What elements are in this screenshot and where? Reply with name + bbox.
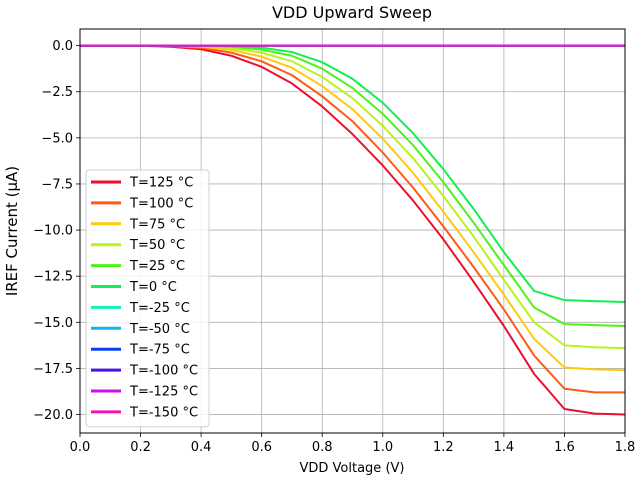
legend-label: T=-50 °C xyxy=(129,322,190,337)
x-tick-label: 1.4 xyxy=(494,440,515,455)
y-tick-label: −7.5 xyxy=(41,177,73,192)
y-tick-label: −12.5 xyxy=(33,270,73,285)
x-tick-label: 1.0 xyxy=(372,440,393,455)
legend-label: T=-25 °C xyxy=(129,301,190,316)
y-tick-label: −15.0 xyxy=(33,316,73,331)
legend-label: T=0 °C xyxy=(129,280,177,295)
x-axis-label: VDD Voltage (V) xyxy=(300,461,405,476)
legend-label: T=-150 °C xyxy=(129,405,198,420)
legend-label: T=-75 °C xyxy=(129,343,190,358)
y-axis-ticks: 0.0 −2.5 −5.0 −7.5 −10.0 −12.5 −15.0 −17.5 −20.0 xyxy=(33,39,80,423)
x-tick-label: 0.8 xyxy=(312,440,333,455)
chart-title: VDD Upward Sweep xyxy=(272,3,432,22)
y-tick-label: −17.5 xyxy=(33,362,73,377)
x-tick-label: 0.0 xyxy=(70,440,91,455)
x-tick-label: 0.2 xyxy=(130,440,151,455)
legend-label: T=125 °C xyxy=(129,176,193,191)
series-lines xyxy=(80,44,626,416)
y-tick-label: −2.5 xyxy=(41,85,73,100)
legend-label: T=-100 °C xyxy=(129,364,198,379)
y-tick-label: −20.0 xyxy=(33,408,73,423)
legend-label: T=25 °C xyxy=(129,259,185,274)
legend-label: T=-125 °C xyxy=(129,385,198,400)
x-tick-label: 1.8 xyxy=(615,440,636,455)
x-axis-ticks: 0.0 0.2 0.4 0.6 0.8 1.0 1.2 1.4 1.6 1.8 xyxy=(70,433,636,455)
legend-label: T=75 °C xyxy=(129,217,185,232)
x-tick-label: 0.4 xyxy=(191,440,212,455)
legend-box xyxy=(85,169,210,428)
legend-label: T=100 °C xyxy=(129,196,193,211)
y-axis-label: IREF Current (μA) xyxy=(3,166,21,296)
legend-label: T=50 °C xyxy=(129,238,185,253)
x-tick-label: 0.6 xyxy=(251,440,272,455)
plot-frame xyxy=(79,28,626,434)
x-tick-label: 1.2 xyxy=(433,440,454,455)
y-tick-label: −10.0 xyxy=(33,224,73,239)
x-tick-label: 1.6 xyxy=(554,440,575,455)
y-tick-label: −5.0 xyxy=(41,131,73,146)
y-tick-label: 0.0 xyxy=(52,39,73,54)
legend: T=125 °C T=100 °C T=75 °C T=50 °C T=25 °C T=0… xyxy=(85,169,210,428)
